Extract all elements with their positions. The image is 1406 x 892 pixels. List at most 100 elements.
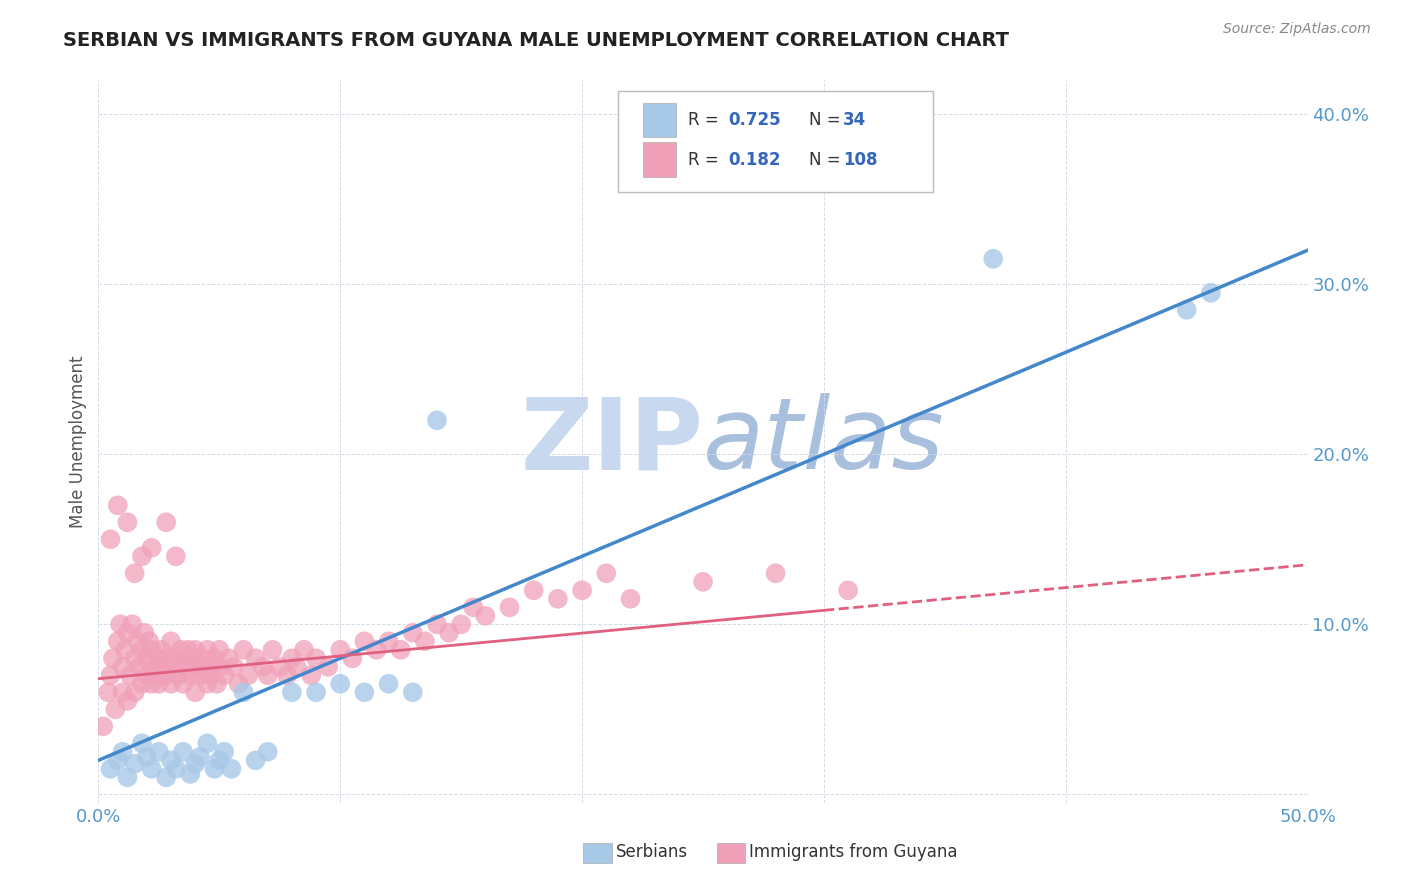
Point <box>228 677 250 691</box>
Point <box>135 651 157 665</box>
Point <box>238 668 260 682</box>
Text: 0.182: 0.182 <box>728 151 780 169</box>
Point <box>463 600 485 615</box>
Point <box>114 642 136 657</box>
Point <box>329 642 352 657</box>
Point <box>281 685 304 699</box>
Text: N =: N = <box>810 111 846 129</box>
Point <box>1199 285 1222 300</box>
Point <box>121 617 143 632</box>
Point <box>299 668 322 682</box>
Point <box>252 660 274 674</box>
Point <box>148 651 170 665</box>
Text: N =: N = <box>810 151 846 169</box>
Point <box>269 660 291 674</box>
Point <box>316 660 339 674</box>
Point <box>162 660 184 674</box>
Point <box>135 668 157 682</box>
Point <box>124 651 146 665</box>
Point <box>402 625 425 640</box>
Point <box>212 668 235 682</box>
Point <box>165 762 187 776</box>
Point <box>181 651 204 665</box>
Point <box>131 549 153 564</box>
Point <box>188 668 211 682</box>
Point <box>179 767 201 781</box>
Point <box>377 634 399 648</box>
Point <box>204 651 226 665</box>
Point <box>169 642 191 657</box>
Point <box>342 651 364 665</box>
Point <box>97 685 120 699</box>
Point <box>134 625 156 640</box>
Point <box>204 762 226 776</box>
Point <box>155 516 177 530</box>
Point <box>377 677 399 691</box>
Point <box>195 736 218 750</box>
Point <box>100 533 122 547</box>
Point <box>91 719 114 733</box>
Point <box>218 651 240 665</box>
Text: atlas: atlas <box>703 393 945 490</box>
Text: 34: 34 <box>844 111 866 129</box>
Point <box>765 566 787 581</box>
Point <box>174 660 197 674</box>
Point <box>138 634 160 648</box>
Point <box>198 668 221 682</box>
Point <box>292 642 315 657</box>
Point <box>117 516 139 530</box>
Point <box>619 591 641 606</box>
Point <box>474 608 496 623</box>
Point <box>547 591 569 606</box>
Point <box>155 770 177 784</box>
Point <box>692 574 714 589</box>
Point <box>177 642 200 657</box>
Point <box>172 745 194 759</box>
Point <box>131 677 153 691</box>
Point <box>208 753 231 767</box>
Point <box>141 762 163 776</box>
Point <box>329 677 352 691</box>
Point <box>232 685 254 699</box>
FancyBboxPatch shape <box>643 103 676 137</box>
Point <box>117 625 139 640</box>
Point <box>201 660 224 674</box>
Point <box>160 753 183 767</box>
Point <box>208 642 231 657</box>
Point <box>152 660 174 674</box>
Point <box>101 651 124 665</box>
Text: Immigrants from Guyana: Immigrants from Guyana <box>749 843 957 861</box>
Point <box>256 668 278 682</box>
Point <box>1175 302 1198 317</box>
Point <box>212 745 235 759</box>
Point <box>111 745 134 759</box>
Point <box>402 685 425 699</box>
Point <box>221 762 243 776</box>
Point <box>148 677 170 691</box>
Point <box>143 660 166 674</box>
Point <box>981 252 1004 266</box>
Point <box>100 762 122 776</box>
Point <box>450 617 472 632</box>
Point <box>117 694 139 708</box>
Point <box>111 685 134 699</box>
Point <box>141 642 163 657</box>
Point <box>184 756 207 771</box>
Point <box>167 668 190 682</box>
Point <box>222 660 245 674</box>
Text: SERBIAN VS IMMIGRANTS FROM GUYANA MALE UNEMPLOYMENT CORRELATION CHART: SERBIAN VS IMMIGRANTS FROM GUYANA MALE U… <box>63 31 1010 50</box>
Point <box>172 677 194 691</box>
Point <box>165 549 187 564</box>
Point <box>100 668 122 682</box>
Point <box>194 660 217 674</box>
Point <box>285 660 308 674</box>
Text: Serbians: Serbians <box>616 843 688 861</box>
Text: ZIP: ZIP <box>520 393 703 490</box>
Point <box>595 566 617 581</box>
Point <box>245 753 267 767</box>
Point <box>281 651 304 665</box>
Point <box>191 651 214 665</box>
Point <box>107 498 129 512</box>
Point <box>118 668 141 682</box>
Point <box>184 685 207 699</box>
